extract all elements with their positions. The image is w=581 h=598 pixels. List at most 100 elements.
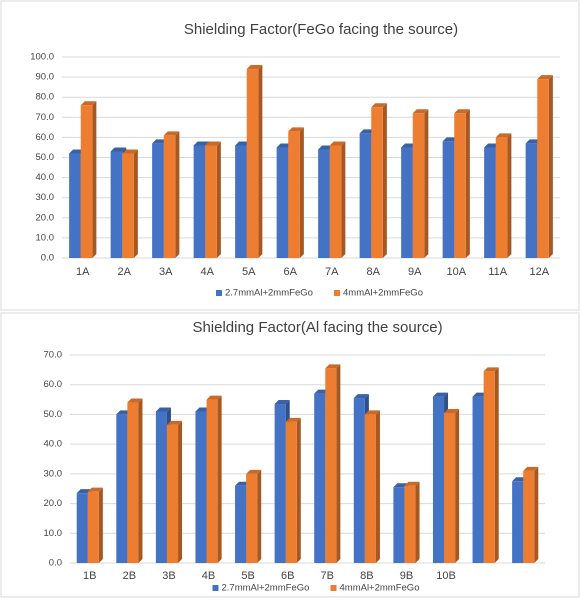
bar-side [382, 103, 387, 258]
x-tick-label: 7A [325, 266, 339, 278]
bar-top [412, 109, 429, 114]
bar [472, 396, 484, 563]
bar-top [495, 133, 512, 138]
bar [444, 412, 456, 563]
bar-side [92, 101, 97, 259]
bar-top [285, 417, 301, 422]
y-tick-label: 40.0 [44, 439, 63, 450]
legend-label: 2.7mmAl+2mmFeGo [225, 288, 313, 299]
bar [525, 143, 538, 258]
bar-side [258, 65, 263, 258]
y-tick-label: 40.0 [36, 172, 55, 183]
bar [314, 393, 326, 563]
bar [523, 470, 535, 563]
bar-side [216, 141, 221, 258]
bar-side [548, 75, 553, 258]
x-tick-label: 7B [321, 570, 334, 582]
bar-side [138, 398, 143, 563]
x-tick-label: 1B [83, 570, 96, 582]
bar-top [166, 420, 183, 425]
bar-top [127, 398, 143, 403]
y-tick-label: 10.0 [44, 528, 63, 539]
bar [76, 493, 88, 563]
y-tick-label: 10.0 [36, 232, 55, 243]
x-tick-label: 10B [436, 570, 456, 582]
y-tick-label: 0.0 [49, 558, 62, 569]
bar [318, 149, 330, 258]
bar-side [341, 141, 346, 258]
bar-side [455, 408, 460, 563]
bar-side [299, 127, 304, 259]
x-tick-label: 4A [201, 266, 215, 278]
bar [206, 399, 218, 563]
bar [285, 421, 297, 563]
bar [205, 145, 217, 258]
bar-side [465, 109, 470, 258]
x-tick-label: 6A [284, 266, 298, 278]
bar [235, 145, 247, 258]
bar-side [217, 395, 222, 563]
bar [329, 145, 342, 258]
bar [122, 153, 134, 258]
bar [359, 133, 372, 258]
bar-side [133, 149, 138, 258]
bar [163, 135, 176, 258]
bar-top [274, 400, 290, 405]
y-tick-label: 100.0 [30, 52, 54, 63]
x-tick-label: 8B [360, 570, 373, 582]
y-tick-label: 90.0 [36, 72, 55, 83]
bar [364, 414, 376, 563]
bar-top [364, 410, 380, 415]
x-tick-label: 3B [162, 570, 175, 582]
bar-top [371, 103, 387, 108]
bar-top [246, 65, 263, 70]
bar-top [404, 481, 420, 486]
bar [412, 113, 425, 258]
x-tick-label: 11A [488, 266, 507, 278]
bar [442, 141, 455, 258]
x-tick-label: 5A [242, 266, 256, 278]
bar-top [523, 466, 539, 471]
bar-side [257, 469, 262, 563]
bar-top [205, 141, 221, 146]
bar [483, 371, 495, 563]
bar-side [415, 481, 420, 563]
bar [484, 147, 496, 258]
bar [353, 398, 365, 563]
legend-swatch [216, 290, 222, 296]
bar-side [494, 367, 499, 563]
x-tick-label: 6B [281, 570, 294, 582]
y-tick-label: 30.0 [36, 192, 55, 203]
bar [432, 396, 445, 563]
bar [246, 473, 258, 563]
bar [195, 411, 207, 563]
bar [274, 404, 286, 563]
bar [325, 368, 337, 563]
x-tick-label: 8A [367, 266, 381, 278]
bar [116, 414, 128, 563]
bar [110, 151, 123, 258]
bar [69, 153, 81, 258]
legend-label: 2.7mmAl+2mmFeGo [222, 583, 310, 594]
y-tick-label: 20.0 [36, 212, 55, 223]
y-tick-label: 70.0 [36, 112, 55, 123]
x-tick-label: 9A [408, 266, 422, 278]
bar [87, 491, 99, 563]
x-tick-label: 2B [123, 570, 136, 582]
bar [537, 79, 549, 258]
bar-top [87, 487, 103, 492]
bar [235, 485, 247, 563]
legend-swatch [212, 585, 219, 591]
bar-side [98, 487, 103, 563]
x-tick-label: 2A [118, 266, 132, 278]
bar [401, 147, 413, 258]
legend-label: 4mmAl+2mmFeGo [343, 288, 423, 299]
x-tick-label: 1A [76, 266, 90, 278]
bar-top [432, 392, 449, 397]
bar [276, 147, 289, 258]
y-tick-label: 30.0 [44, 468, 63, 479]
bar [152, 143, 164, 258]
bar-side [178, 420, 183, 563]
bar-top [325, 364, 341, 369]
